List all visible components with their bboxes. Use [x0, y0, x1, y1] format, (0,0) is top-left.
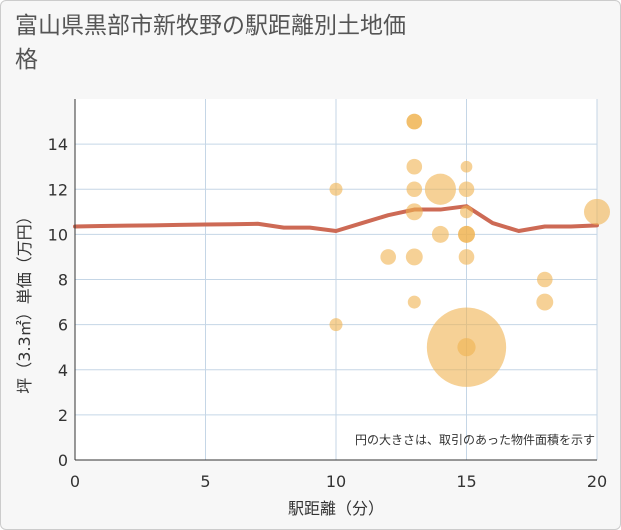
chart-title: 富山県黒部市新牧野の駅距離別土地価格: [15, 13, 406, 73]
data-point: [458, 249, 475, 265]
x-tick-label: 20: [587, 472, 607, 491]
data-point: [405, 248, 423, 266]
x-tick-label: 0: [70, 472, 80, 491]
size-note: 円の大きさは、取引のあった物件面積を示す: [355, 432, 595, 447]
y-tick-label: 4: [58, 361, 68, 380]
y-axis-label: 坪（3.3㎡）単価（万円）: [15, 208, 34, 393]
average-line: [73, 204, 599, 233]
data-point: [458, 181, 475, 198]
data-point: [424, 173, 456, 205]
x-tick-label: 10: [326, 472, 346, 491]
grid: [75, 99, 598, 460]
y-tick-label: 10: [48, 225, 68, 244]
points-layer: [329, 113, 610, 387]
data-point: [460, 205, 473, 219]
data-point: [584, 198, 610, 225]
y-tick-label: 14: [48, 135, 68, 154]
data-point: [431, 225, 449, 243]
axes: 0 5 10 15 20 0 2 4 6 8 10 12 14: [48, 99, 607, 491]
average-line-layer: [73, 204, 599, 233]
data-point: [458, 225, 475, 243]
y-tick-label: 6: [58, 316, 68, 335]
data-point: [406, 158, 423, 175]
data-point: [537, 271, 553, 288]
data-point: [380, 249, 397, 265]
data-point: [329, 182, 343, 196]
y-tick-label: 8: [58, 271, 68, 290]
data-point: [457, 338, 476, 357]
data-point: [407, 295, 421, 309]
x-axis-label: 駅距離（分）: [288, 499, 384, 518]
y-tick-label: 0: [58, 451, 68, 470]
x-tick-label: 5: [200, 472, 210, 491]
data-point: [406, 181, 423, 198]
x-tick-label: 15: [456, 472, 476, 491]
data-point: [405, 203, 423, 221]
data-point: [536, 293, 554, 311]
data-point: [460, 160, 473, 173]
y-tick-label: 12: [48, 180, 68, 199]
data-point: [329, 318, 343, 332]
y-tick-label: 2: [58, 406, 68, 425]
data-point: [406, 113, 423, 130]
